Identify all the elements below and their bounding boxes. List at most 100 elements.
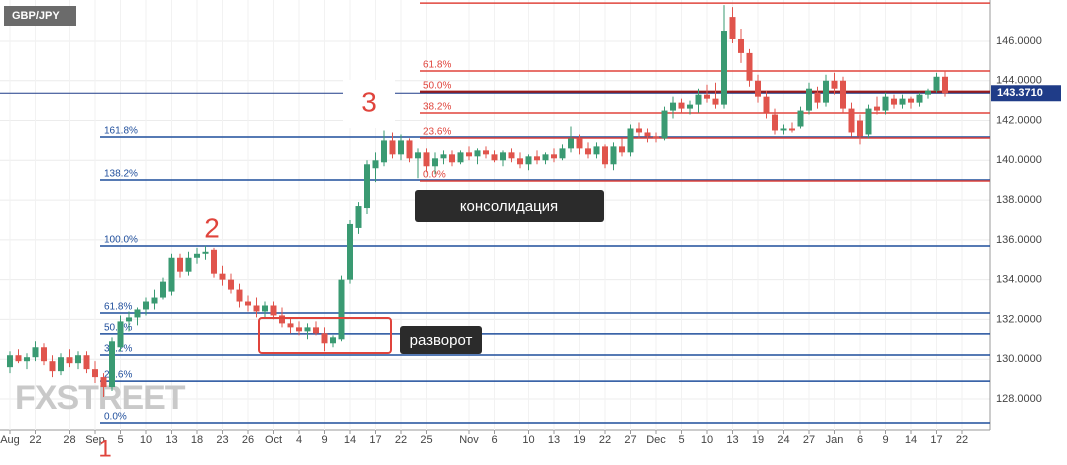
candle-body [228,279,234,290]
candle-body [610,146,617,165]
candle-body [313,327,319,334]
y-tick-label: 130.0000 [996,353,1042,365]
fib-label: 100.0% [104,235,138,246]
highlight-box [258,317,392,354]
fib-label: 38.2% [423,102,451,113]
candle-body [712,98,719,105]
candle-body [457,152,464,163]
candle-body [117,321,124,348]
candle-body [585,148,591,155]
fib-label: 61.8% [423,60,451,71]
candle-body [270,305,277,316]
candle-body [908,98,914,103]
candle-body [746,52,753,81]
fib-label: 61.8% [104,302,132,313]
fib-label: 23.6% [423,127,451,138]
x-tick-label: Nov [459,434,479,446]
annotation: 2 [204,212,220,243]
candles [7,5,948,397]
candle-body [134,309,141,318]
candle-body [24,357,30,362]
y-tick-label: 128.0000 [996,393,1042,405]
candle-body [415,152,421,159]
candle-body [211,249,217,274]
candle-body [559,148,566,159]
annotation: 1 [98,435,111,462]
candle-body [347,223,353,280]
candle-body [321,333,328,344]
x-tick-label: Aug [0,434,20,446]
candle-body [160,281,166,298]
symbol-box [4,6,76,26]
candle-body [440,154,447,159]
candle-body [279,315,285,324]
candle-body [925,90,931,95]
candle-body [704,94,710,99]
candle-body [466,152,472,157]
y-tick-label: 132.0000 [996,313,1042,325]
candle-body [772,114,778,131]
candle-body [593,146,600,155]
label-box [415,190,604,222]
candle-body [763,96,770,113]
x-tick-label: 13 [165,434,177,446]
candle-body [780,128,787,131]
candle-body [848,108,855,133]
candle-body [219,273,226,280]
x-tick-label: 27 [803,434,815,446]
candle-body [661,110,668,139]
candle-body [721,31,727,105]
x-tick-label: 22 [29,434,41,446]
candle-body [381,140,387,163]
x-tick-label: 9 [882,434,888,446]
candle-body [687,104,693,109]
candle-body [66,357,73,364]
x-tick-label: 18 [191,434,203,446]
symbol: GBP/JPY [12,10,60,22]
candle-body [75,355,81,364]
candle-body [236,289,243,302]
candle-body [92,369,98,378]
x-tick-label: Sep [85,434,105,446]
x-tick-label: 28 [63,434,75,446]
candle-body [389,140,396,155]
x-tick-label: 26 [242,434,254,446]
y-tick-label: 136.0000 [996,234,1042,246]
candle-body [789,128,795,131]
candle-body [262,305,268,312]
candle-body [891,98,897,105]
candle-body [644,132,651,137]
grid: 128.0000 130.0000 132.0000 134.0000 136.0000… [0,0,1042,446]
candle-body [49,361,56,372]
x-tick-label: 24 [777,434,789,446]
candle-body [806,88,812,111]
candle-body [432,158,438,167]
last-price-box [991,85,1061,102]
annotation: 3 [361,86,377,117]
candle-body [517,158,523,165]
x-tick-label: 27 [624,434,636,446]
x-tick-label: 5 [117,434,123,446]
x-tick-label: 14 [344,434,356,446]
x-tick-label: 17 [930,434,942,446]
x-tick-label: 4 [296,434,302,446]
candle-body [729,17,736,39]
annotation: консолидация [460,198,558,215]
fib-label: 0.0% [104,412,127,423]
x-tick-label: Dec [646,434,666,446]
y-tick-label: 134.0000 [996,274,1042,286]
candle-body [338,279,345,340]
candle-body [32,347,39,358]
candle-body [177,257,183,272]
fib-label: 23.6% [104,370,132,381]
x-tick-label: 17 [369,434,381,446]
x-tick-label: 19 [752,434,764,446]
label-box [343,80,395,128]
candle-body [525,156,532,165]
overlay: консолидация разворот 3 2 1 GBP/JPY [4,6,604,462]
candle-body [7,355,13,368]
candle-body [253,305,260,312]
candle-body [168,257,175,292]
candle-body [865,108,872,135]
